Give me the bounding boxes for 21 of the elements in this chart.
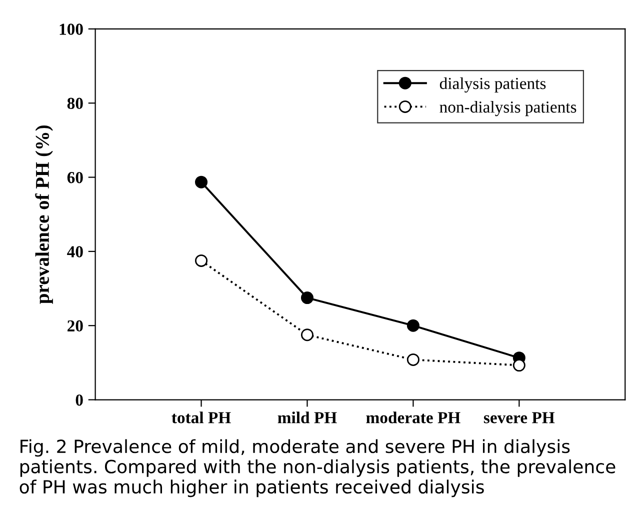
caption: Fig. 2 Prevalence of mild, moderate and severe PH in dialysis patients. Compared with the non-dialysis patients, the prevalence of PH was much higher in patients received dialysis bbox=[20, 439, 616, 498]
y-tick-label: 80 bbox=[67, 98, 83, 110]
y-tick-label: 0 bbox=[76, 394, 83, 406]
y-tick-label: 60 bbox=[67, 172, 83, 184]
point bbox=[406, 319, 420, 332]
point bbox=[195, 176, 208, 188]
legend-label: non-dialysis patients bbox=[440, 100, 576, 116]
point bbox=[406, 353, 420, 366]
y-tick-label: 100 bbox=[60, 24, 83, 35]
x-tick-label: severe PH bbox=[484, 412, 555, 424]
x-tick-label: total PH bbox=[172, 412, 231, 424]
y-tick-label: 20 bbox=[68, 320, 83, 332]
point bbox=[300, 328, 314, 342]
legend-label: dialysis patients bbox=[440, 77, 546, 93]
point bbox=[512, 359, 526, 372]
y-tick-label: 40 bbox=[67, 246, 83, 258]
y-axis-title: prevalence of PH (%) bbox=[35, 125, 53, 304]
point bbox=[195, 254, 208, 267]
point bbox=[300, 292, 314, 304]
x-tick-label: mild PH bbox=[278, 412, 337, 424]
x-tick-label: moderate PH bbox=[366, 412, 460, 424]
